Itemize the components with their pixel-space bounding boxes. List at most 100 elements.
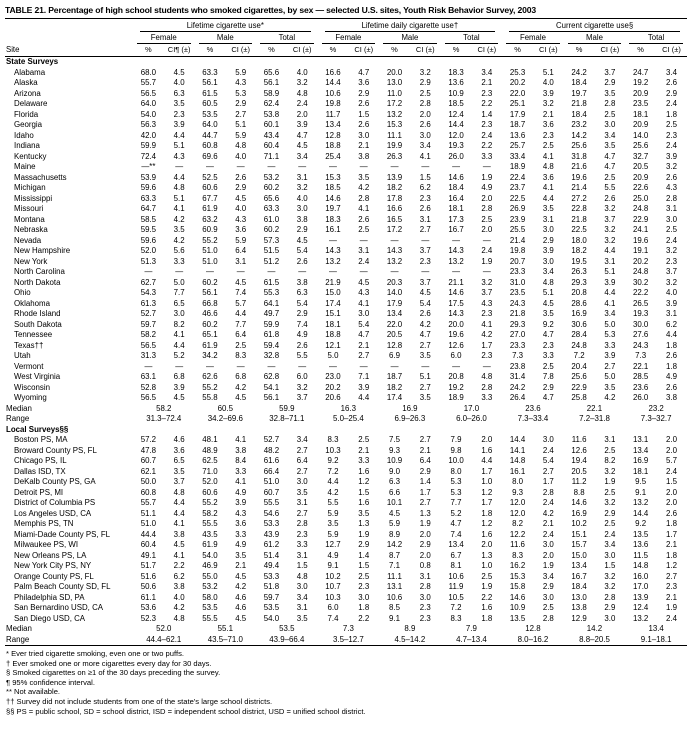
data-cell: 17.4 bbox=[386, 393, 403, 402]
data-cell: 3.5 bbox=[173, 466, 185, 476]
site-cell: South Dakota bbox=[14, 319, 62, 329]
data-cell: 12.0 bbox=[509, 498, 526, 507]
data-cell: — bbox=[298, 162, 307, 171]
data-cell: 10.6 bbox=[325, 88, 341, 98]
data-cell: 4.1 bbox=[173, 330, 185, 339]
data-cell: 2.8 bbox=[542, 487, 554, 497]
data-cell: 56.1 bbox=[263, 78, 280, 87]
data-cell: 2.9 bbox=[419, 78, 431, 87]
data-cell: 49.1 bbox=[140, 550, 157, 560]
data-cell: 2.1 bbox=[666, 592, 677, 602]
site-cell: New Orleans PS, LA bbox=[14, 550, 87, 560]
data-cell: 55.5 bbox=[263, 498, 280, 507]
data-cell: 3.1 bbox=[235, 256, 247, 266]
data-cell: 1.7 bbox=[481, 340, 493, 350]
data-cell: 16.1 bbox=[325, 225, 341, 234]
data-cell: 9.2 bbox=[327, 456, 339, 465]
data-cell: 3.2 bbox=[296, 78, 308, 87]
data-cell: 30.6 bbox=[571, 319, 587, 329]
data-cell: 31.3 bbox=[140, 351, 157, 360]
site-cell: Montana bbox=[14, 214, 45, 224]
stat-cell: 8.9 bbox=[404, 624, 416, 633]
data-cell: 2.9 bbox=[542, 582, 554, 591]
data-cell: 55.7 bbox=[140, 498, 157, 507]
footnote: †† Survey did not include students from … bbox=[6, 696, 273, 706]
data-cell: 3.7 bbox=[666, 267, 677, 276]
data-cell: 14.2 bbox=[386, 540, 403, 549]
data-cell: 23.7 bbox=[509, 183, 526, 192]
data-cell: 61.3 bbox=[140, 298, 157, 308]
data-cell: 11.1 bbox=[387, 571, 402, 581]
site-cell: Georgia bbox=[14, 120, 43, 129]
subgroup-header: Total bbox=[256, 32, 318, 44]
data-cell: 3.9 bbox=[542, 88, 554, 98]
data-cell: 1.6 bbox=[481, 603, 493, 612]
data-cell: 3.1 bbox=[419, 214, 431, 224]
data-cell: 2.4 bbox=[296, 99, 308, 108]
data-cell: 3.0 bbox=[542, 540, 554, 549]
data-cell: 20.2 bbox=[509, 78, 526, 87]
data-cell: 8.2 bbox=[512, 519, 524, 528]
data-cell: 7.2 bbox=[573, 351, 585, 360]
range-row: Range 44.4–62.1 43.5–71.0 43.9–66.4 3.5–12.7… bbox=[5, 635, 687, 646]
data-cell: 24.2 bbox=[571, 67, 587, 77]
data-cell: 32.8 bbox=[263, 351, 280, 360]
data-cell: 23.3 bbox=[509, 340, 526, 350]
table-row: Alabama 68.0 4.5 63.3 5.9 65.6 4.0 16.6 4.7 20.0 3… bbox=[5, 68, 687, 79]
data-cell: 24.8 bbox=[571, 340, 587, 350]
stat-cell: 23.2 bbox=[648, 403, 664, 413]
data-cell: 2.5 bbox=[604, 172, 616, 182]
table-row: Milwaukee PS, WI 60.4 4.5 61.9 4.9 61.2 3.3 12.… bbox=[5, 540, 687, 551]
data-cell: 63.3 bbox=[202, 67, 218, 77]
data-cell: 4.7 bbox=[419, 330, 431, 339]
data-cell: 48.9 bbox=[202, 445, 218, 455]
data-cell: 19.2 bbox=[448, 382, 464, 392]
data-cell: 47.8 bbox=[140, 445, 157, 455]
data-cell: 5.9 bbox=[235, 235, 247, 245]
data-cell: 21.4 bbox=[509, 235, 526, 245]
data-cell: 4.3 bbox=[173, 151, 185, 161]
data-cell: 14.4 bbox=[325, 78, 341, 87]
data-cell: 4.8 bbox=[296, 88, 308, 98]
data-cell: — bbox=[175, 267, 184, 276]
data-cell: 62.1 bbox=[140, 466, 157, 476]
data-cell: 2.4 bbox=[666, 235, 677, 245]
site-cell: New York bbox=[14, 256, 48, 266]
data-cell: 10.9 bbox=[509, 603, 526, 612]
data-cell: 4.0 bbox=[173, 78, 185, 87]
data-cell: 4.5 bbox=[296, 141, 308, 150]
data-cell: 19.3 bbox=[448, 141, 464, 150]
data-cell: 22.0 bbox=[386, 319, 403, 329]
stat-cell: 44.4–62.1 bbox=[146, 634, 182, 644]
data-cell: 3.3 bbox=[235, 529, 247, 539]
data-cell: 23.6 bbox=[632, 382, 649, 392]
ci-header: CI (±) bbox=[594, 44, 626, 57]
data-cell: 5.1 bbox=[604, 267, 616, 276]
stat-cell: 8.0–16.2 bbox=[517, 634, 549, 644]
data-cell: 3.2 bbox=[604, 582, 616, 591]
data-cell: 2.6 bbox=[666, 508, 677, 518]
data-cell: 10.3 bbox=[325, 592, 341, 602]
percent-header: % bbox=[625, 44, 657, 57]
data-cell: 14.8 bbox=[509, 456, 526, 465]
data-cell: 5.2 bbox=[173, 351, 185, 360]
data-cell: 7.7 bbox=[235, 319, 247, 329]
data-cell: 4.4 bbox=[604, 246, 616, 255]
data-cell: 2.9 bbox=[604, 508, 616, 518]
data-cell: 3.8 bbox=[173, 529, 185, 539]
data-cell: — bbox=[421, 235, 430, 245]
data-cell: 4.3 bbox=[235, 78, 247, 87]
data-cell: 4.2 bbox=[235, 582, 247, 591]
data-cell: 15.0 bbox=[571, 550, 587, 560]
data-cell: 4.0 bbox=[296, 67, 308, 77]
site-cell: Wisconsin bbox=[14, 382, 50, 392]
data-cell: 4.7 bbox=[604, 151, 616, 161]
data-cell: 53.2 bbox=[263, 172, 280, 182]
data-cell: 44.4 bbox=[140, 529, 157, 539]
stat-cell: 7.3 bbox=[342, 624, 354, 633]
data-cell: 3.5 bbox=[173, 225, 185, 234]
data-cell: 17.8 bbox=[386, 193, 403, 203]
data-cell: 4.5 bbox=[419, 288, 431, 297]
table-row: Arizona 56.5 6.3 61.5 5.3 58.9 4.8 10.6 2.9 11.0 2… bbox=[5, 89, 687, 100]
data-cell: 54.6 bbox=[263, 508, 280, 518]
